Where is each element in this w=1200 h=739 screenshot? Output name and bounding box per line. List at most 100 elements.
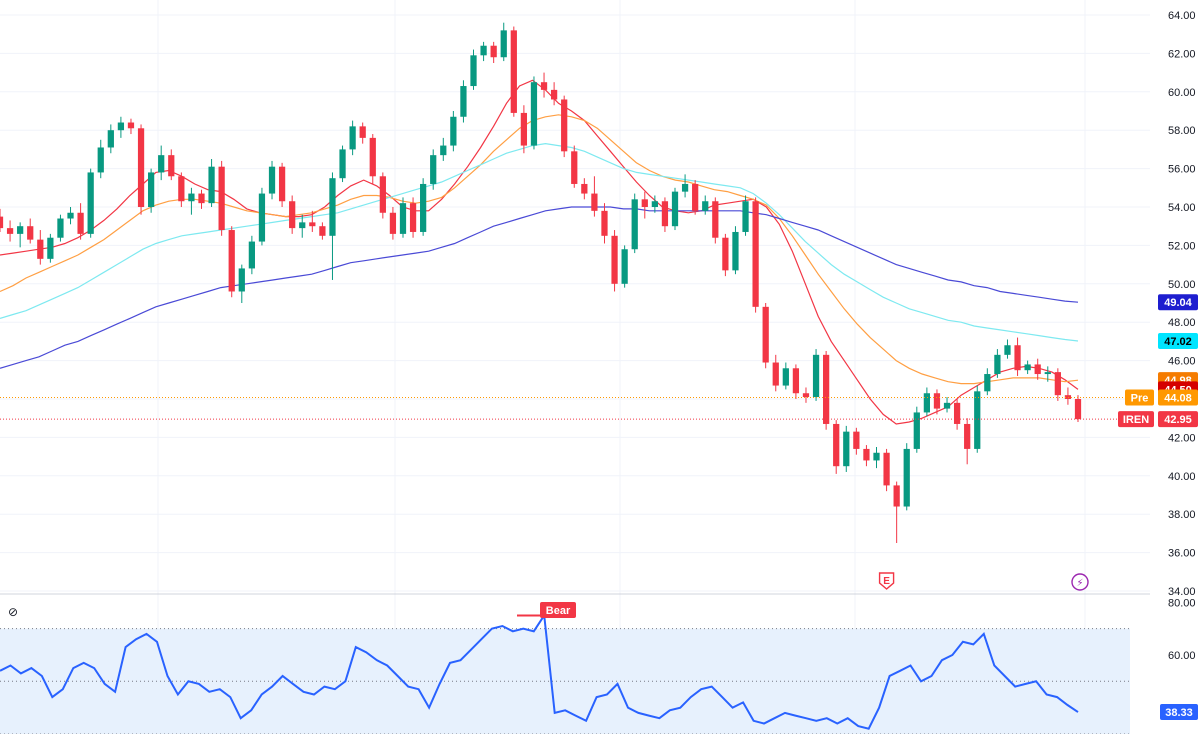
candle[interactable] <box>823 351 830 430</box>
candle[interactable] <box>591 176 598 217</box>
candle[interactable] <box>409 197 417 238</box>
candle[interactable] <box>621 245 628 288</box>
candle[interactable] <box>77 203 84 240</box>
candle[interactable] <box>752 197 759 313</box>
candle[interactable] <box>692 180 699 215</box>
candle[interactable] <box>67 207 74 225</box>
indicator-visibility-icon[interactable]: ⊘ <box>8 605 18 619</box>
candle[interactable] <box>188 187 195 215</box>
candle[interactable] <box>107 124 114 154</box>
price-axis[interactable]: 64.00 62.00 60.00 58.00 56.00 54.00 52.00 50.00… <box>1168 10 1196 598</box>
candle[interactable] <box>17 222 24 248</box>
candle[interactable] <box>349 120 356 156</box>
candle[interactable] <box>208 159 215 207</box>
candle[interactable] <box>359 122 366 144</box>
candle[interactable] <box>147 168 155 213</box>
candle[interactable] <box>218 160 225 236</box>
candle[interactable] <box>893 481 900 543</box>
candle[interactable] <box>843 425 850 472</box>
candle[interactable] <box>712 197 719 244</box>
candle[interactable] <box>1074 395 1082 423</box>
candle[interactable] <box>933 389 941 415</box>
candle[interactable] <box>550 82 558 106</box>
candle[interactable] <box>903 443 910 511</box>
candle[interactable] <box>974 385 981 453</box>
candle[interactable] <box>1054 368 1061 401</box>
candle[interactable] <box>127 118 135 135</box>
candle[interactable] <box>681 174 689 198</box>
candle[interactable] <box>339 145 346 183</box>
candle[interactable] <box>833 420 840 474</box>
bear-divergence-tag[interactable]: Bear <box>540 602 576 618</box>
candle[interactable] <box>238 264 245 303</box>
candle[interactable] <box>1064 387 1072 405</box>
candle[interactable] <box>863 445 870 467</box>
candle[interactable] <box>601 203 608 244</box>
candle[interactable] <box>943 397 951 413</box>
candle[interactable] <box>651 195 658 213</box>
candle[interactable] <box>530 76 538 150</box>
candle[interactable] <box>258 187 266 246</box>
candle[interactable] <box>198 189 205 209</box>
price-candles[interactable] <box>0 22 1082 543</box>
candle[interactable] <box>782 362 789 390</box>
candle[interactable] <box>762 303 769 369</box>
candle[interactable] <box>1034 358 1041 380</box>
candle[interactable] <box>984 368 991 396</box>
candle[interactable] <box>299 214 306 238</box>
candle[interactable] <box>1004 339 1011 359</box>
candle[interactable] <box>802 387 810 403</box>
candle[interactable] <box>641 191 648 219</box>
candle[interactable] <box>379 172 386 219</box>
candle[interactable] <box>178 172 185 207</box>
earnings-marker[interactable]: E <box>878 572 895 590</box>
candle[interactable] <box>923 387 931 417</box>
candle[interactable] <box>470 49 477 90</box>
candle[interactable] <box>460 80 467 123</box>
candle[interactable] <box>399 197 407 238</box>
candle[interactable] <box>913 406 920 453</box>
candle[interactable] <box>420 178 427 236</box>
candle[interactable] <box>278 162 286 207</box>
candle[interactable] <box>27 218 34 244</box>
candle[interactable] <box>994 349 1001 378</box>
candle[interactable] <box>6 220 14 242</box>
candle[interactable] <box>671 187 679 231</box>
candle[interactable] <box>329 172 336 280</box>
candle[interactable] <box>732 226 739 275</box>
candle[interactable] <box>520 105 528 154</box>
candle[interactable] <box>57 214 64 242</box>
event-markers[interactable]: E ⚡ <box>878 572 1089 591</box>
candle[interactable] <box>631 193 638 254</box>
candle[interactable] <box>168 149 175 181</box>
candle[interactable] <box>37 230 44 265</box>
candle[interactable] <box>661 197 669 232</box>
candle[interactable] <box>97 139 104 179</box>
candle[interactable] <box>853 427 860 455</box>
candle[interactable] <box>490 41 497 63</box>
candle[interactable] <box>581 178 588 200</box>
candle[interactable] <box>158 145 165 181</box>
candle[interactable] <box>369 134 376 184</box>
candle[interactable] <box>117 116 125 138</box>
candle[interactable] <box>964 418 971 465</box>
candle[interactable] <box>883 448 890 492</box>
candle[interactable] <box>772 354 779 392</box>
candle[interactable] <box>430 149 437 190</box>
candle[interactable] <box>500 22 507 62</box>
candle[interactable] <box>309 210 316 232</box>
candle[interactable] <box>873 447 880 469</box>
candle[interactable] <box>742 195 749 236</box>
candle[interactable] <box>440 137 447 161</box>
candle[interactable] <box>953 399 961 430</box>
candle[interactable] <box>1024 360 1031 375</box>
candle[interactable] <box>289 195 296 234</box>
candle[interactable] <box>450 111 457 152</box>
candle[interactable] <box>702 195 709 215</box>
candle[interactable] <box>319 222 326 240</box>
candle[interactable] <box>812 349 820 401</box>
candle[interactable] <box>248 235 255 275</box>
candle[interactable] <box>571 145 578 188</box>
